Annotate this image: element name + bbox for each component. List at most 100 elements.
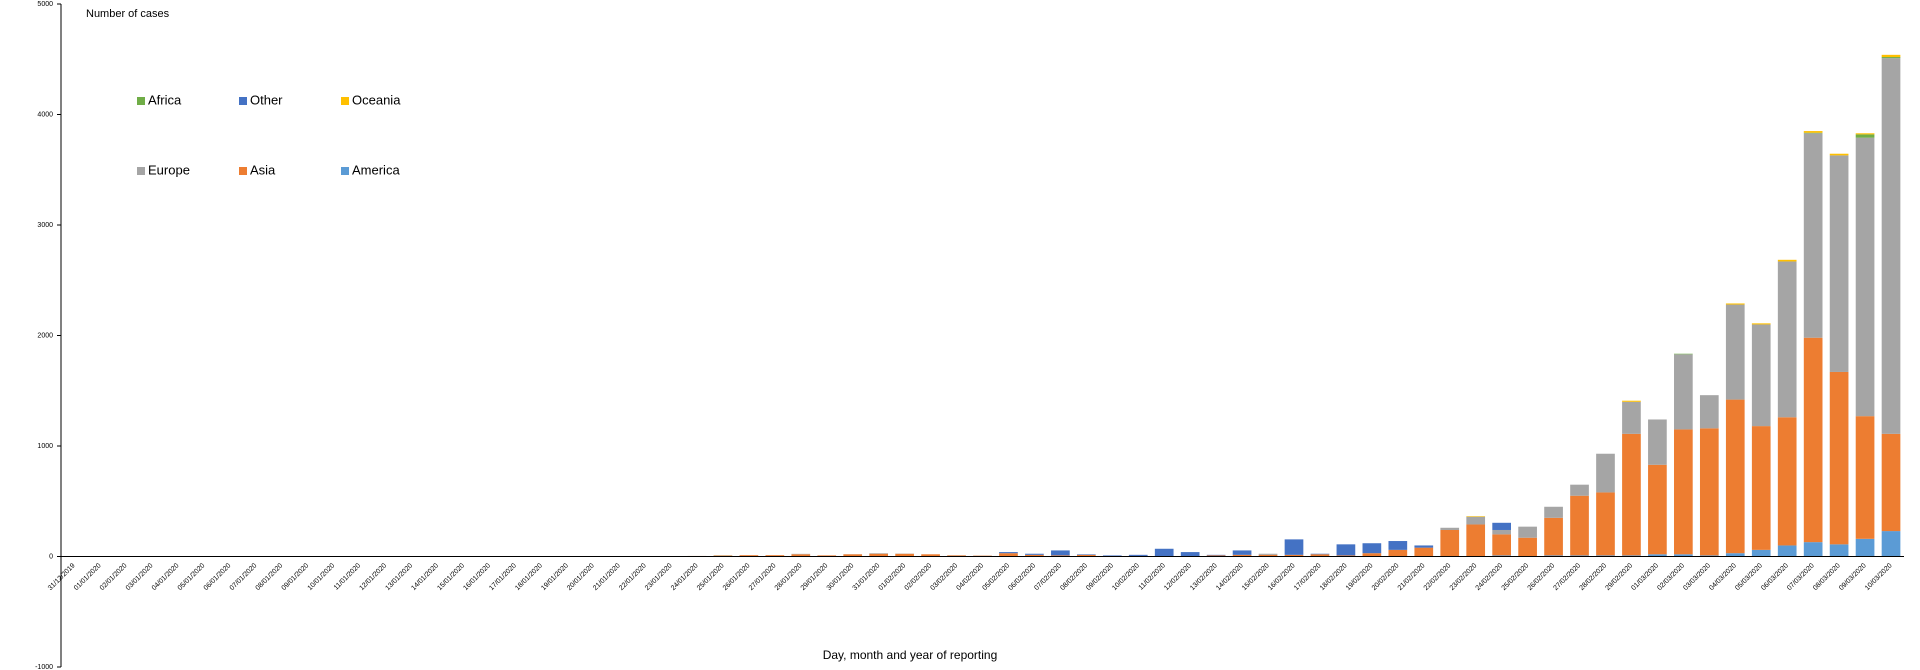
- bar-segment: [1648, 464, 1667, 555]
- legend-label: Asia: [250, 162, 276, 177]
- bar-segment: [999, 552, 1018, 554]
- bar-segment: [1388, 549, 1408, 557]
- bar-segment: [869, 553, 889, 557]
- bar-segment: [1440, 529, 1460, 557]
- bar-segment: [1025, 554, 1044, 557]
- bar-segment: [1596, 453, 1615, 493]
- bar-segment: [1440, 527, 1460, 530]
- x-axis-label: Day, month and year of reporting: [823, 648, 998, 662]
- bar-segment: [1466, 516, 1486, 525]
- y-tick-label: 2000: [37, 332, 53, 339]
- bar-segment: [1232, 550, 1252, 555]
- bar-segment: [1596, 555, 1615, 557]
- bar-segment: [1310, 553, 1330, 555]
- bar-segment: [1051, 550, 1070, 556]
- legend-swatch: [341, 167, 349, 175]
- bar-segment: [1725, 303, 1745, 305]
- bar-segment: [1622, 433, 1641, 556]
- bar-segment: [1699, 555, 1719, 557]
- bar-segment: [1648, 419, 1667, 465]
- bar-segment: [1829, 544, 1849, 557]
- bar-segment: [1855, 538, 1875, 557]
- bar-segment: [1622, 555, 1641, 557]
- bar-segment: [1544, 506, 1563, 518]
- bar-segment: [1051, 555, 1070, 557]
- bar-segment: [1258, 554, 1278, 557]
- bar-segment: [1725, 399, 1745, 554]
- bar-segment: [1596, 492, 1615, 556]
- bar-segment: [1232, 554, 1252, 557]
- bar-segment: [1777, 417, 1797, 546]
- bar-segment: [1803, 131, 1823, 133]
- bar-segment: [1674, 554, 1693, 557]
- bar-segment: [1855, 134, 1875, 138]
- bar-segment: [947, 555, 966, 557]
- bar-segment: [1388, 541, 1408, 550]
- y-tick-label: 5000: [37, 1, 53, 8]
- bar-segment: [1829, 371, 1849, 545]
- bar-segment: [921, 554, 940, 557]
- bar-segment: [1777, 545, 1797, 557]
- bar-segment: [1492, 522, 1511, 530]
- bar-segment: [1725, 304, 1745, 400]
- bar-segment: [1622, 401, 1641, 434]
- bar-segment: [1518, 526, 1537, 538]
- bar-segment: [895, 553, 914, 557]
- bar-segment: [1725, 553, 1745, 557]
- chart-title: Number of cases: [86, 8, 170, 20]
- bar-segment: [1414, 545, 1434, 548]
- bar-segment: [843, 554, 863, 557]
- y-tick-label: -1000: [35, 664, 53, 670]
- bar-segment: [1777, 261, 1797, 418]
- bar-segment: [1466, 516, 1486, 517]
- bar-segment: [1674, 353, 1693, 355]
- bar-segment: [1076, 554, 1096, 555]
- bar-segment: [1855, 133, 1875, 135]
- bar-segment: [1180, 552, 1200, 557]
- bar-segment: [1518, 537, 1537, 557]
- bar-segment: [1025, 553, 1044, 555]
- bar-segment: [1881, 54, 1901, 58]
- bar-segment: [765, 555, 785, 557]
- bar-segment: [1855, 416, 1875, 539]
- bar-segment: [1492, 534, 1511, 556]
- bar-segment: [1881, 531, 1901, 557]
- bar-segment: [1570, 555, 1589, 557]
- bar-segment: [1855, 137, 1875, 417]
- legend-swatch: [137, 167, 145, 175]
- bar-segment: [1777, 259, 1797, 262]
- bar-segment: [869, 553, 889, 554]
- bar-segment: [1466, 524, 1486, 557]
- x-tick-label: 10/03/2020: [1864, 562, 1894, 592]
- y-tick-label: 0: [49, 553, 53, 560]
- bar-segment: [1699, 428, 1719, 556]
- bar-segment: [1881, 58, 1901, 434]
- bar-segment: [1803, 132, 1823, 134]
- bar-segment: [791, 554, 811, 557]
- bar-segment: [1076, 554, 1096, 557]
- bar-segment: [1881, 433, 1901, 532]
- y-tick-label: 3000: [37, 222, 53, 229]
- x-tick-label: 10/02/2020: [1111, 562, 1141, 592]
- bar-segment: [1570, 495, 1589, 556]
- bar-segment: [1544, 555, 1563, 557]
- bar-segment: [1336, 544, 1356, 556]
- bar-segment: [1336, 555, 1356, 557]
- bar-segment: [1622, 400, 1641, 402]
- bar-segment: [1674, 354, 1693, 430]
- bar-segment: [1362, 543, 1382, 554]
- bar-segment: [1570, 484, 1589, 496]
- x-tick-label: 10/01/2020: [307, 562, 337, 592]
- legend-swatch: [341, 97, 349, 105]
- bar-segment: [1699, 395, 1719, 429]
- bar-segment: [1102, 555, 1122, 556]
- bar-segment: [739, 555, 759, 557]
- legend-swatch: [239, 97, 247, 105]
- bar-segment: [1751, 323, 1771, 325]
- bar-segment: [1544, 517, 1563, 556]
- bar-segment: [1362, 553, 1382, 557]
- bar-segment: [1206, 555, 1226, 557]
- bar-segment: [1648, 554, 1667, 557]
- bar-segment: [1284, 539, 1304, 555]
- bar-segment: [1751, 549, 1771, 557]
